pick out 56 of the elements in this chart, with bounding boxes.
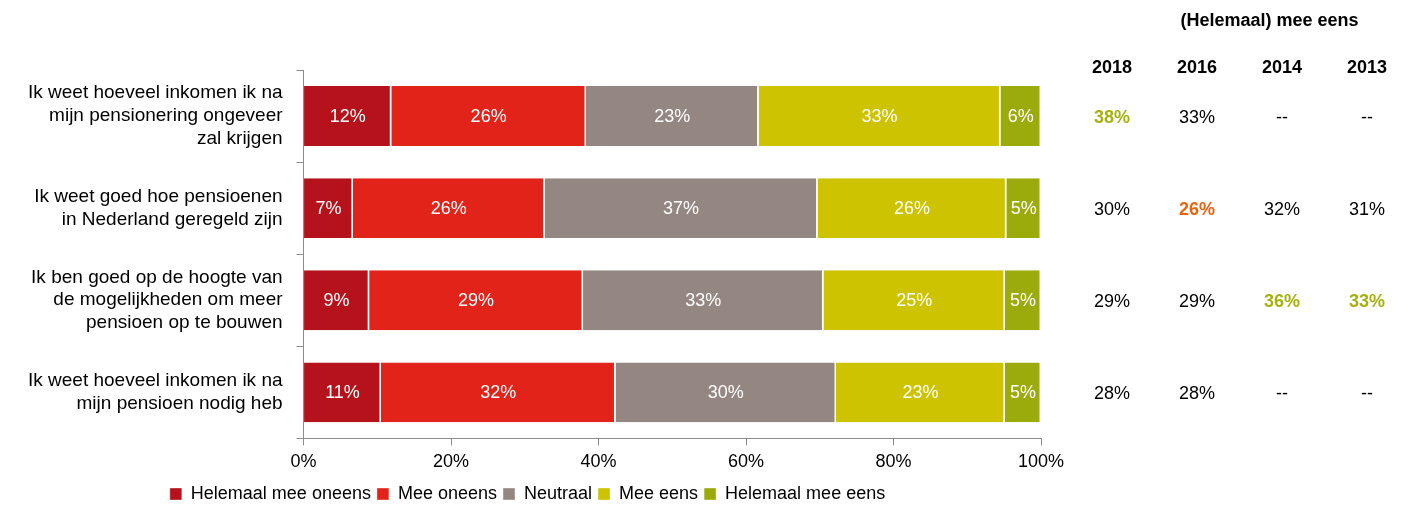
data-label: 5% <box>1010 198 1037 219</box>
x-tick-label: 60% <box>728 451 765 472</box>
text: 30% <box>1093 198 1131 219</box>
legend-label: Helemaal mee oneens <box>190 482 371 503</box>
text: 32% <box>1263 198 1301 219</box>
text: -- <box>1361 106 1373 127</box>
legend-label: Mee eens <box>619 482 699 503</box>
category-label: 2014 <box>1261 56 1303 78</box>
data-label: 30% <box>707 382 744 403</box>
data-label: 12% <box>329 106 366 127</box>
data-label: 29% <box>458 290 495 311</box>
text: 28% <box>1178 382 1216 403</box>
x-tick-label: 80% <box>875 451 912 472</box>
x-tick-label: 40% <box>580 451 617 472</box>
data-label: 7% <box>315 198 342 219</box>
text: 26% <box>1178 198 1216 219</box>
category-label: 2013 <box>1346 56 1388 78</box>
data-label: 6% <box>1007 106 1034 127</box>
text: (Helemaal) mee eens <box>1180 9 1359 31</box>
data-label: 37% <box>663 198 700 219</box>
y-tick-label: Ik weet hoeveel inkomen ik na mijn pensionering ongeveer zal krijgen <box>27 81 284 149</box>
category-label: 2016 <box>1176 56 1218 78</box>
data-label: 25% <box>896 290 933 311</box>
text: 31% <box>1348 198 1386 219</box>
x-tick-label: 20% <box>433 451 470 472</box>
data-label: 5% <box>1009 290 1036 311</box>
legend-label: Neutraal <box>524 482 593 503</box>
text: -- <box>1276 382 1288 403</box>
y-tick-label: Ik weet goed hoe pensioenen in Nederland geregeld zijn <box>34 184 283 229</box>
text: 38% <box>1093 106 1131 127</box>
text: 33% <box>1348 290 1386 311</box>
text: 33% <box>1178 106 1216 127</box>
x-tick-label: 100% <box>1017 451 1065 472</box>
text: 29% <box>1093 290 1131 311</box>
data-label: 5% <box>1009 382 1036 403</box>
data-label: 33% <box>861 106 898 127</box>
y-tick-label: Ik ben goed op de hoogte van de mogelijkheden om meer pensioen op te bouwen <box>31 265 284 333</box>
category-label: 2018 <box>1091 56 1133 78</box>
data-label: 26% <box>893 198 930 219</box>
data-label: 32% <box>480 382 517 403</box>
data-label: 33% <box>685 290 722 311</box>
data-label: 23% <box>654 106 691 127</box>
text: 28% <box>1093 382 1131 403</box>
text: 36% <box>1263 290 1301 311</box>
x-tick-label: 0% <box>290 451 317 472</box>
legend-label: Helemaal mee eens <box>725 482 886 503</box>
data-label: 11% <box>325 382 360 403</box>
text: -- <box>1276 106 1288 127</box>
y-tick-label: Ik weet hoeveel inkomen ik na mijn pensioen nodig heb <box>27 369 283 413</box>
data-label: 23% <box>902 382 939 403</box>
text: -- <box>1361 382 1373 403</box>
data-label: 26% <box>430 198 467 219</box>
legend-label: Mee oneens <box>397 482 498 503</box>
data-label: 26% <box>470 106 507 127</box>
data-label: 9% <box>323 290 350 311</box>
text: 29% <box>1178 290 1216 311</box>
